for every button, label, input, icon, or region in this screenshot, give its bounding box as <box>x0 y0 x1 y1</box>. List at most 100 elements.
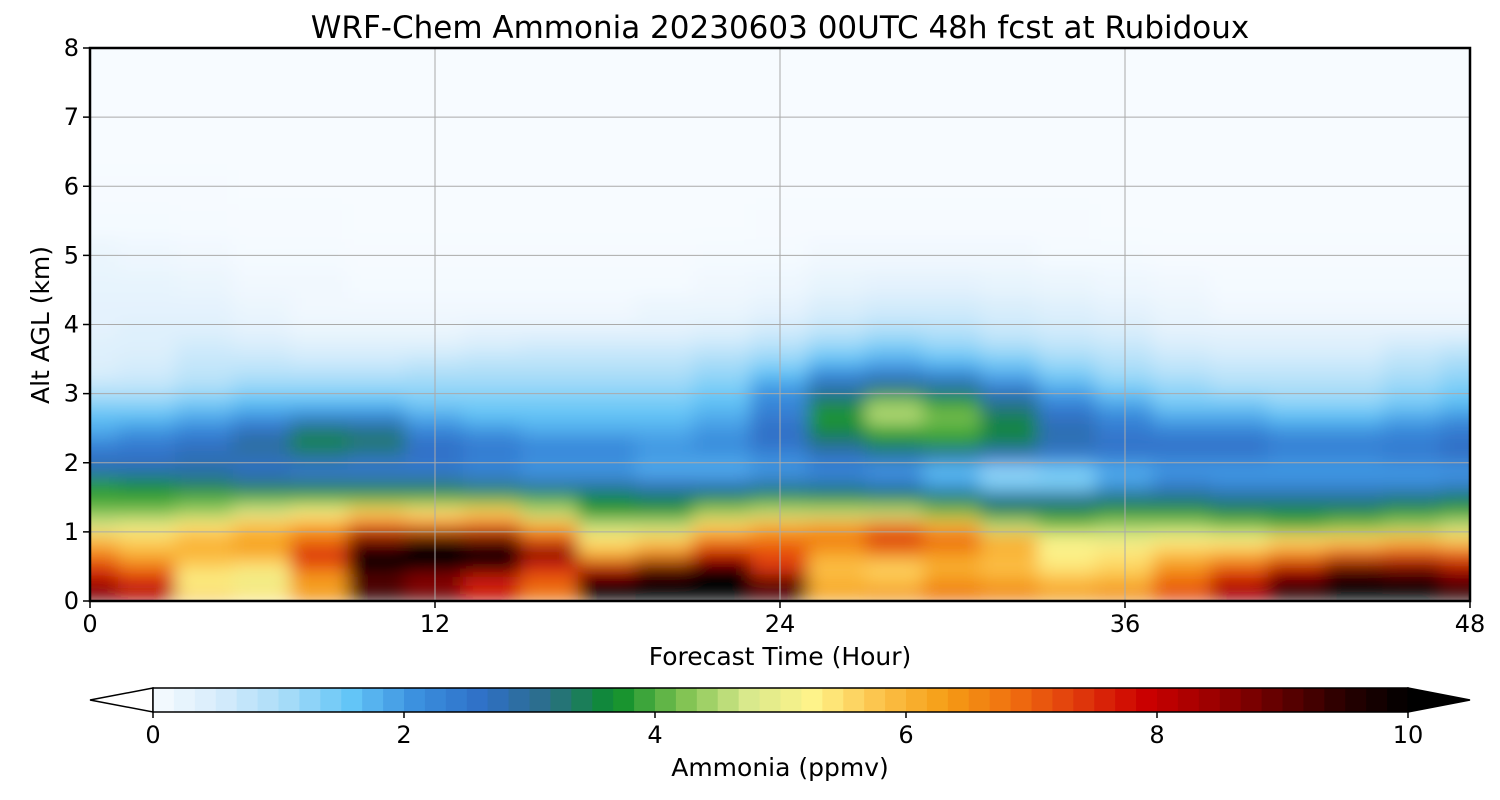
colorbar-band <box>1073 688 1095 712</box>
heatmap-cell <box>290 572 350 589</box>
colorbar-band <box>1115 688 1137 712</box>
heatmap-cell <box>1037 320 1098 340</box>
heatmap-cell <box>1440 503 1470 520</box>
heatmap-cell <box>922 337 983 354</box>
colorbar-band <box>634 688 656 712</box>
heatmap-cell <box>1382 378 1443 395</box>
heatmap-cell <box>922 48 983 67</box>
heatmap-cell <box>865 133 925 170</box>
heatmap-cell <box>577 64 638 101</box>
heatmap-cell <box>1440 64 1470 101</box>
heatmap-cell <box>635 202 695 240</box>
heatmap-cell <box>577 503 638 520</box>
heatmap-cell <box>1267 320 1328 340</box>
colorbar-band <box>424 688 447 712</box>
heatmap-cell <box>347 489 408 506</box>
heatmap-cell <box>980 64 1040 101</box>
heatmap-cell <box>807 351 868 367</box>
heatmap-cell <box>1152 392 1213 409</box>
heatmap-cell <box>1152 475 1213 492</box>
heatmap-cell <box>232 434 293 450</box>
heatmap-cell <box>1267 237 1328 271</box>
heatmap-cell <box>1037 530 1098 547</box>
heatmap-cell <box>635 461 695 478</box>
heatmap-cell <box>1210 378 1270 395</box>
heatmap-cell <box>1037 447 1098 464</box>
colorbar-frame <box>152 687 1409 713</box>
heatmap-cell <box>865 461 925 478</box>
heatmap-cell <box>1382 364 1443 381</box>
heatmap-cell <box>807 364 868 381</box>
heatmap-cell <box>290 544 350 561</box>
heatmap-cell <box>635 351 695 367</box>
heatmap-cell <box>290 406 350 423</box>
heatmap-cell <box>635 378 695 395</box>
heatmap-cell <box>807 378 868 395</box>
heatmap-cell <box>692 378 753 395</box>
heatmap-cell <box>1152 48 1213 67</box>
colorbar-band <box>1052 688 1074 712</box>
heatmap-cell <box>462 572 523 589</box>
heatmap-cell <box>1440 392 1470 409</box>
heatmap-cell <box>807 133 868 170</box>
heatmap-cell <box>347 337 408 354</box>
heatmap-cell <box>1440 517 1470 533</box>
heatmap-cell <box>1037 406 1098 423</box>
heatmap-cell <box>1267 530 1328 547</box>
heatmap-cell <box>1152 544 1213 561</box>
heatmap-cell <box>347 517 408 533</box>
x-tick-label: 24 <box>765 610 796 638</box>
heatmap-cell <box>577 586 638 601</box>
colorbar-band <box>613 688 635 712</box>
heatmap-cell <box>1210 202 1270 240</box>
heatmap-cell <box>290 237 350 271</box>
heatmap-cell <box>1037 586 1098 601</box>
heatmap-cell <box>90 586 120 601</box>
heatmap-cell <box>347 237 408 271</box>
heatmap-cell <box>635 572 695 589</box>
heatmap-cell <box>232 268 293 298</box>
heatmap-cell <box>1382 489 1443 506</box>
colorbar-band <box>1366 688 1388 712</box>
heatmap-cell <box>807 558 868 575</box>
heatmap-cell <box>1440 406 1470 423</box>
heatmap-cell <box>1152 586 1213 601</box>
heatmap-cell <box>577 461 638 478</box>
heatmap-cell <box>865 295 925 323</box>
heatmap-cell <box>520 64 580 101</box>
heatmap-cell <box>980 530 1040 547</box>
heatmap-cell <box>290 351 350 367</box>
heatmap-cell <box>520 447 580 464</box>
heatmap-cell <box>1037 544 1098 561</box>
colorbar-band <box>968 688 991 712</box>
heatmap-cell <box>290 475 350 492</box>
heatmap-cell <box>117 434 178 450</box>
heatmap-cell <box>520 202 580 240</box>
heatmap-cell <box>1382 517 1443 533</box>
heatmap-cell <box>290 337 350 354</box>
heatmap-cell <box>1325 475 1385 492</box>
heatmap-cell <box>90 558 120 575</box>
heatmap-cell <box>232 64 293 101</box>
heatmap-cell <box>1210 530 1270 547</box>
heatmap-cell <box>1152 406 1213 423</box>
heatmap-cell <box>1152 503 1213 520</box>
heatmap-cell <box>1037 434 1098 450</box>
heatmap-cell <box>290 530 350 547</box>
heatmap-cell <box>117 237 178 271</box>
heatmap-cell <box>692 530 753 547</box>
x-tick-label: 36 <box>1110 610 1141 638</box>
heatmap-cell <box>692 475 753 492</box>
colorbar-band <box>445 688 468 712</box>
heatmap-cell <box>692 406 753 423</box>
heatmap-cell <box>1267 572 1328 589</box>
heatmap-cell <box>577 517 638 533</box>
heatmap-cell <box>1037 517 1098 533</box>
heatmap-cell <box>1210 48 1270 67</box>
heatmap-cell <box>1325 337 1385 354</box>
heatmap-cell <box>462 517 523 533</box>
heatmap-cell <box>232 48 293 67</box>
heatmap-cell <box>290 586 350 601</box>
heatmap-cell <box>807 392 868 409</box>
heatmap-cell <box>347 48 408 67</box>
